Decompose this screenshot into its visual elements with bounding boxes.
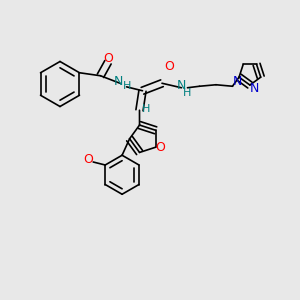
Text: O: O [103, 52, 113, 65]
Text: H: H [183, 88, 191, 98]
Text: O: O [155, 141, 165, 154]
Text: N: N [233, 75, 242, 88]
Text: N: N [177, 79, 186, 92]
Text: H: H [123, 81, 132, 91]
Text: O: O [164, 60, 174, 73]
Text: N: N [114, 75, 123, 88]
Text: O: O [83, 153, 93, 166]
Text: H: H [142, 104, 150, 114]
Text: N: N [250, 82, 259, 94]
